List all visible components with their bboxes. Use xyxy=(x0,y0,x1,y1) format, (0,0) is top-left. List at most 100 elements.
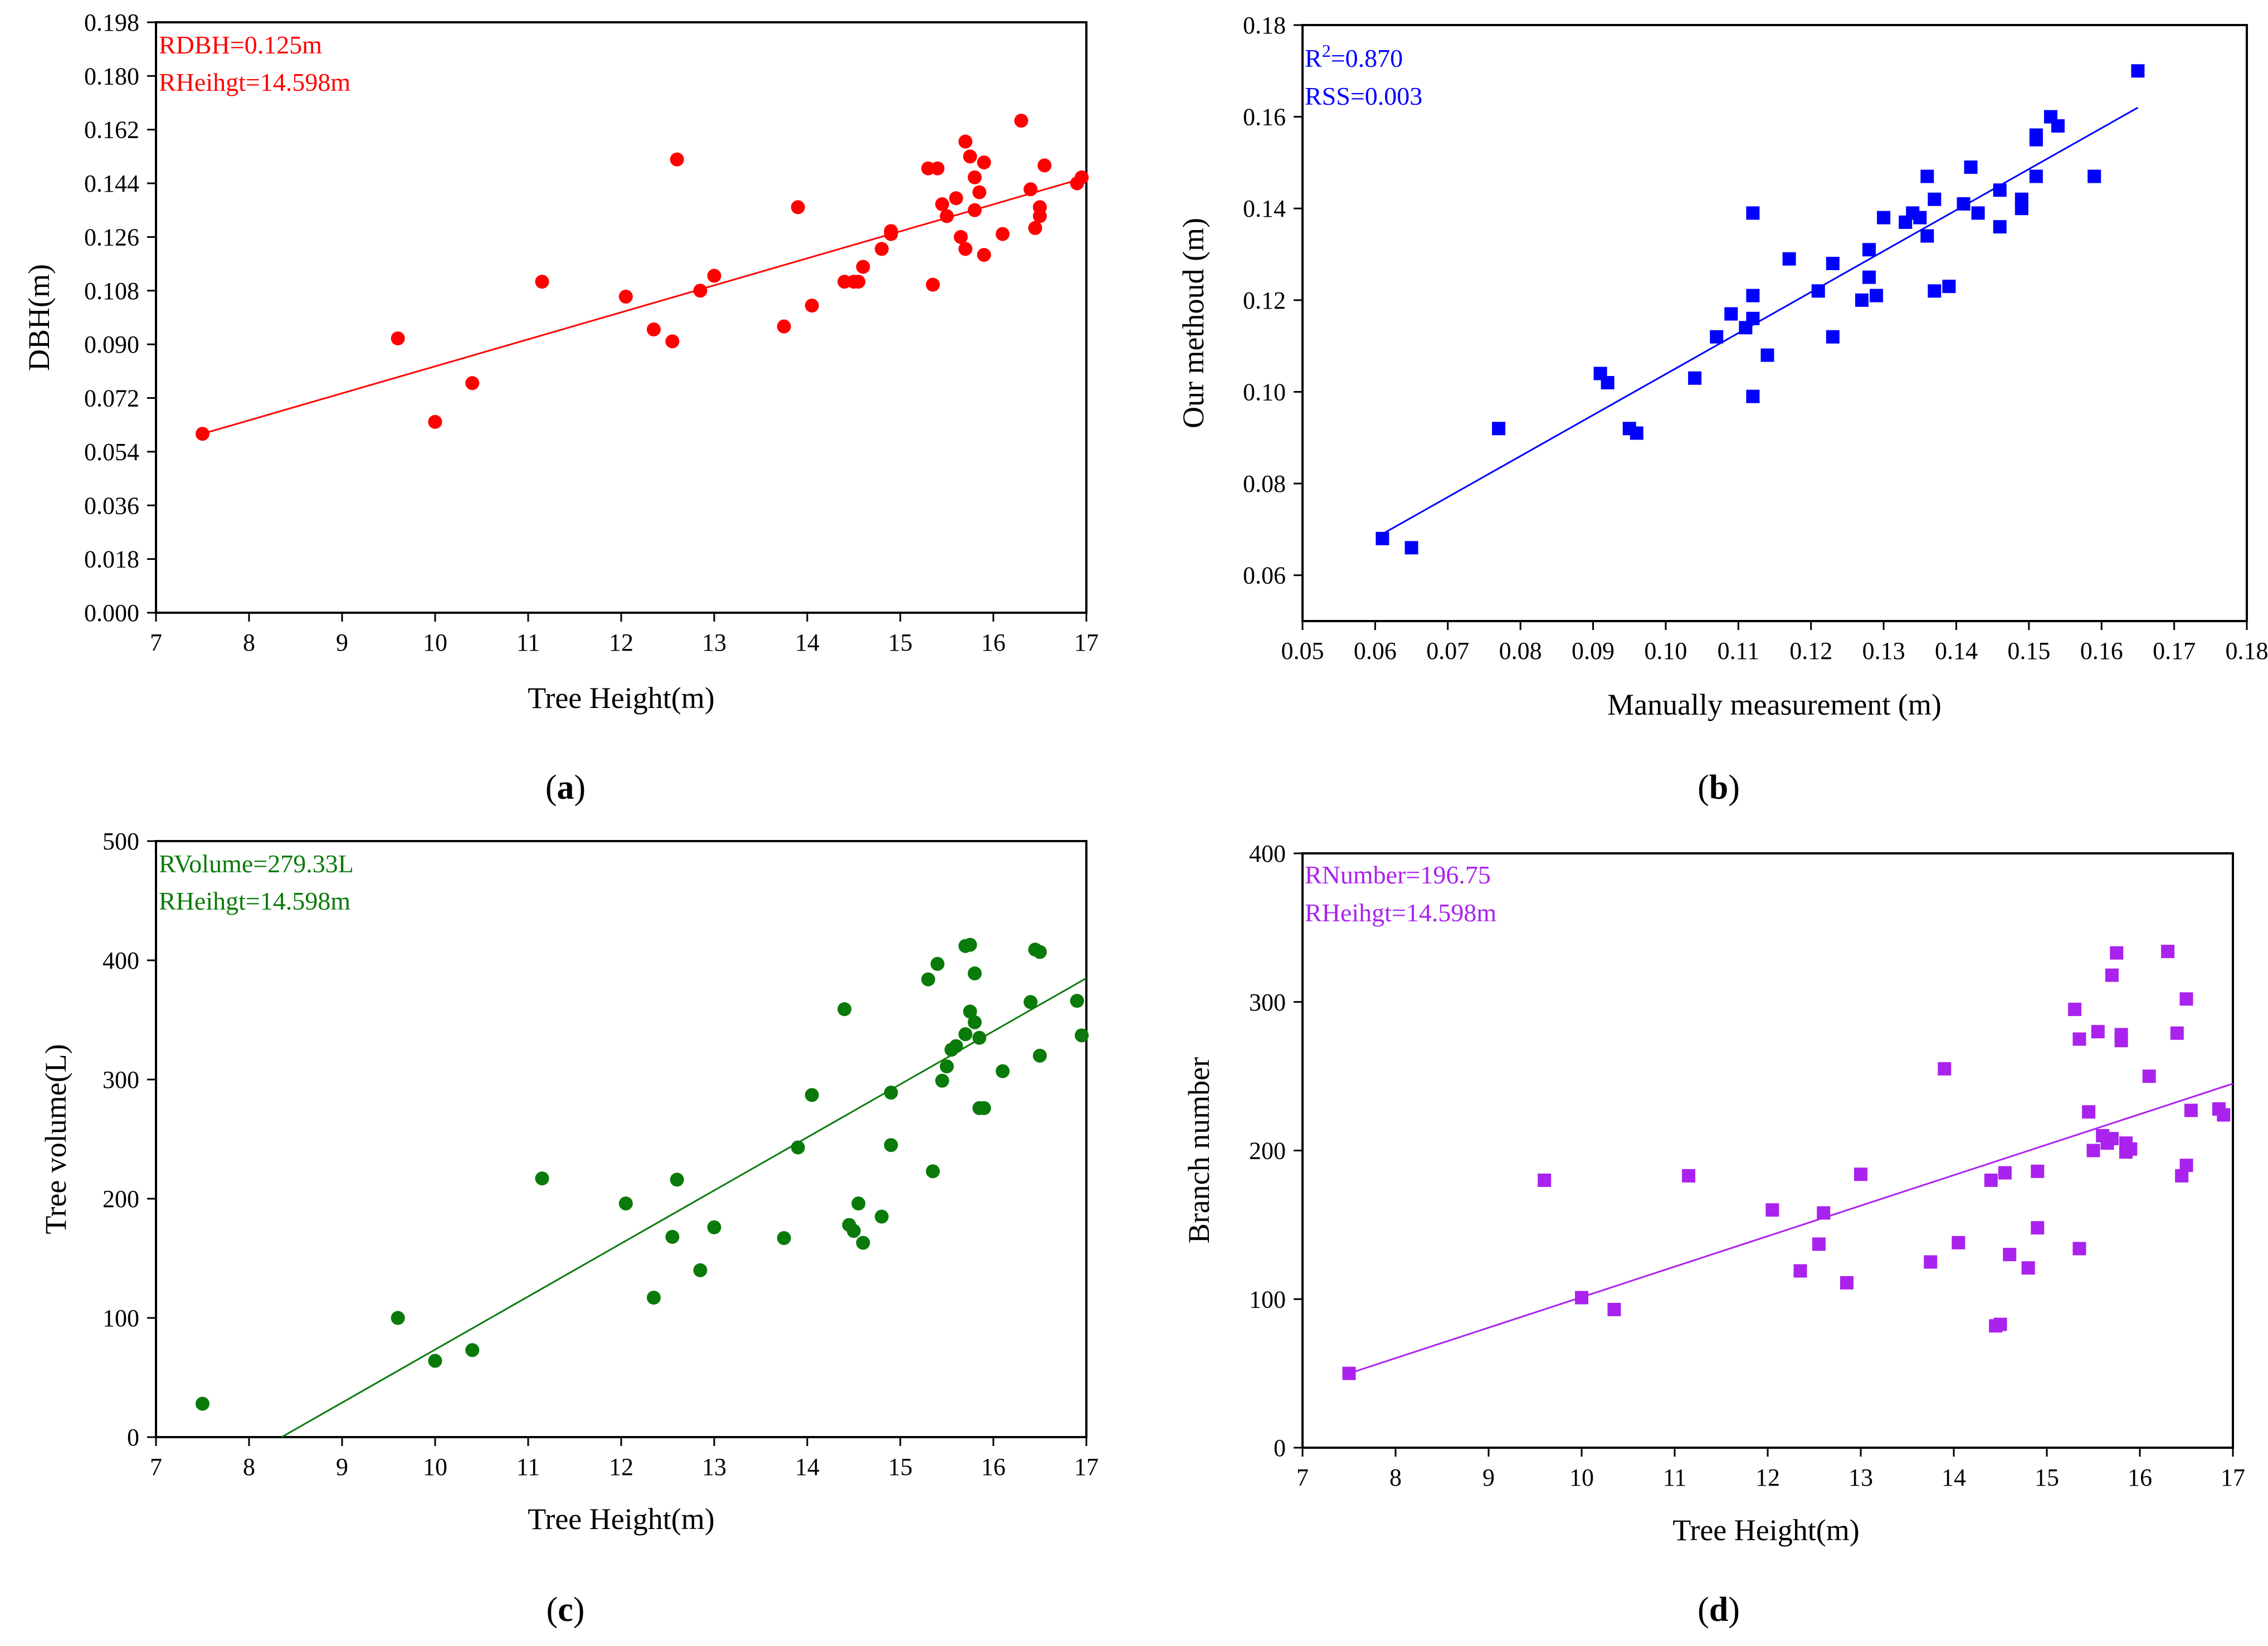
x-tick-label: 7 xyxy=(150,1453,162,1481)
data-point xyxy=(935,197,949,212)
y-axis-label-d: Branch number xyxy=(1182,1057,1216,1243)
data-point xyxy=(1826,257,1840,270)
x-tick-label: 8 xyxy=(243,1453,255,1481)
data-point xyxy=(465,376,480,390)
data-point xyxy=(1855,293,1869,307)
data-point xyxy=(196,427,209,441)
data-point xyxy=(670,152,684,167)
data-point xyxy=(1033,945,1047,959)
data-point xyxy=(707,268,721,283)
data-point xyxy=(1942,280,1956,294)
data-point xyxy=(1782,252,1796,266)
data-point xyxy=(963,937,977,952)
data-point xyxy=(1682,1169,1696,1183)
data-point xyxy=(1826,330,1840,344)
data-point xyxy=(1724,307,1738,321)
y-tick-label: 0.06 xyxy=(1243,562,1286,589)
data-point xyxy=(1840,1276,1854,1290)
data-point xyxy=(1630,426,1643,440)
x-tick-label: 0.13 xyxy=(1862,637,1905,665)
annotation-b-1: R2=0.870 xyxy=(1305,41,1403,72)
data-point xyxy=(670,1173,684,1187)
x-tick-label: 9 xyxy=(1482,1464,1495,1491)
x-tick-label: 9 xyxy=(336,629,348,656)
data-point xyxy=(977,155,991,170)
data-point xyxy=(1862,243,1876,257)
data-point xyxy=(2031,1221,2045,1235)
data-point xyxy=(1984,1173,1998,1187)
data-point xyxy=(1993,183,2007,197)
ticks-b: 0.05 0.06 0.07 0.08 0.09 0.10 0.11 0.12 0.13 0.14… xyxy=(1243,12,2268,665)
data-point xyxy=(646,322,661,336)
data-point xyxy=(2179,1159,2193,1173)
data-point xyxy=(1998,1166,2012,1180)
y-tick-label: 0.090 xyxy=(84,331,139,358)
y-tick-label: 0.14 xyxy=(1243,195,1286,222)
data-point xyxy=(1404,541,1418,555)
x-tick-label: 0.14 xyxy=(1935,637,1978,665)
points-b xyxy=(1376,64,2145,555)
data-point xyxy=(1746,389,1760,403)
data-point xyxy=(777,1231,791,1246)
data-point xyxy=(2184,1103,2198,1117)
data-point xyxy=(2051,119,2065,133)
data-point xyxy=(958,1027,973,1042)
data-point xyxy=(968,1015,982,1029)
y-tick-label: 500 xyxy=(103,828,139,855)
y-tick-label: 0.180 xyxy=(84,62,139,90)
x-tick-label: 0.09 xyxy=(1572,637,1615,665)
data-point xyxy=(791,1140,805,1155)
fit-line-d xyxy=(1349,1083,2233,1375)
data-point xyxy=(618,290,633,304)
x-tick-label: 0.06 xyxy=(1354,637,1397,665)
data-point xyxy=(875,242,889,256)
data-point xyxy=(1033,1048,1047,1063)
annotation-b-2: RSS=0.003 xyxy=(1305,82,1422,110)
data-point xyxy=(963,149,977,164)
y-tick-label: 400 xyxy=(1249,840,1286,867)
data-point xyxy=(1920,169,1934,183)
y-tick-label: 100 xyxy=(103,1305,139,1332)
x-tick-label: 0.18 xyxy=(2226,637,2268,665)
data-point xyxy=(940,209,954,223)
data-point xyxy=(1952,1235,1965,1249)
data-point xyxy=(963,1004,977,1019)
data-point xyxy=(851,1196,866,1211)
data-point xyxy=(2003,1248,2017,1262)
data-point xyxy=(954,229,968,244)
y-tick-label: 300 xyxy=(103,1066,139,1093)
x-axis-label-c: Tree Height(m) xyxy=(528,1502,714,1536)
data-point xyxy=(428,414,442,429)
data-point xyxy=(1028,221,1042,235)
data-point xyxy=(777,319,791,334)
x-axis-label-b: Manually measurement (m) xyxy=(1607,688,1942,721)
y-tick-label: 0.18 xyxy=(1243,12,1286,39)
x-axis-label-d: Tree Height(m) xyxy=(1672,1513,1859,1547)
data-point xyxy=(1575,1291,1588,1305)
ticks-c: 7 8 9 10 11 12 13 14 15 16 17 0 100 200 300 400 500 xyxy=(103,828,1099,1481)
data-point xyxy=(1817,1206,1831,1220)
data-point xyxy=(949,1039,963,1053)
data-point xyxy=(1070,994,1084,1008)
x-tick-label: 13 xyxy=(702,629,726,656)
data-point xyxy=(1342,1366,1356,1380)
annotation-d-1: RNumber=196.75 xyxy=(1305,861,1491,889)
x-tick-label: 13 xyxy=(1848,1464,1873,1491)
y-tick-label: 300 xyxy=(1249,989,1286,1016)
x-tick-label: 10 xyxy=(423,629,447,656)
data-point xyxy=(804,299,819,313)
x-tick-label: 13 xyxy=(702,1453,726,1481)
data-point xyxy=(2021,1261,2035,1275)
x-tick-label: 16 xyxy=(981,1453,1006,1481)
fit-line-b xyxy=(1382,106,2139,535)
chart-panel-c: 7 8 9 10 11 12 13 14 15 16 17 0 100 200 300 400 500 RVol… xyxy=(39,828,1099,1629)
data-point xyxy=(1793,1264,1807,1278)
y-tick-label: 200 xyxy=(1249,1137,1286,1165)
panel-label-c: (c) xyxy=(547,1591,585,1629)
y-tick-label: 0 xyxy=(127,1424,139,1451)
data-point xyxy=(1971,206,1985,220)
y-tick-label: 0.162 xyxy=(84,116,139,144)
y-tick-label: 0.018 xyxy=(84,546,139,573)
data-point xyxy=(2082,1105,2096,1119)
data-point xyxy=(1913,211,1927,224)
